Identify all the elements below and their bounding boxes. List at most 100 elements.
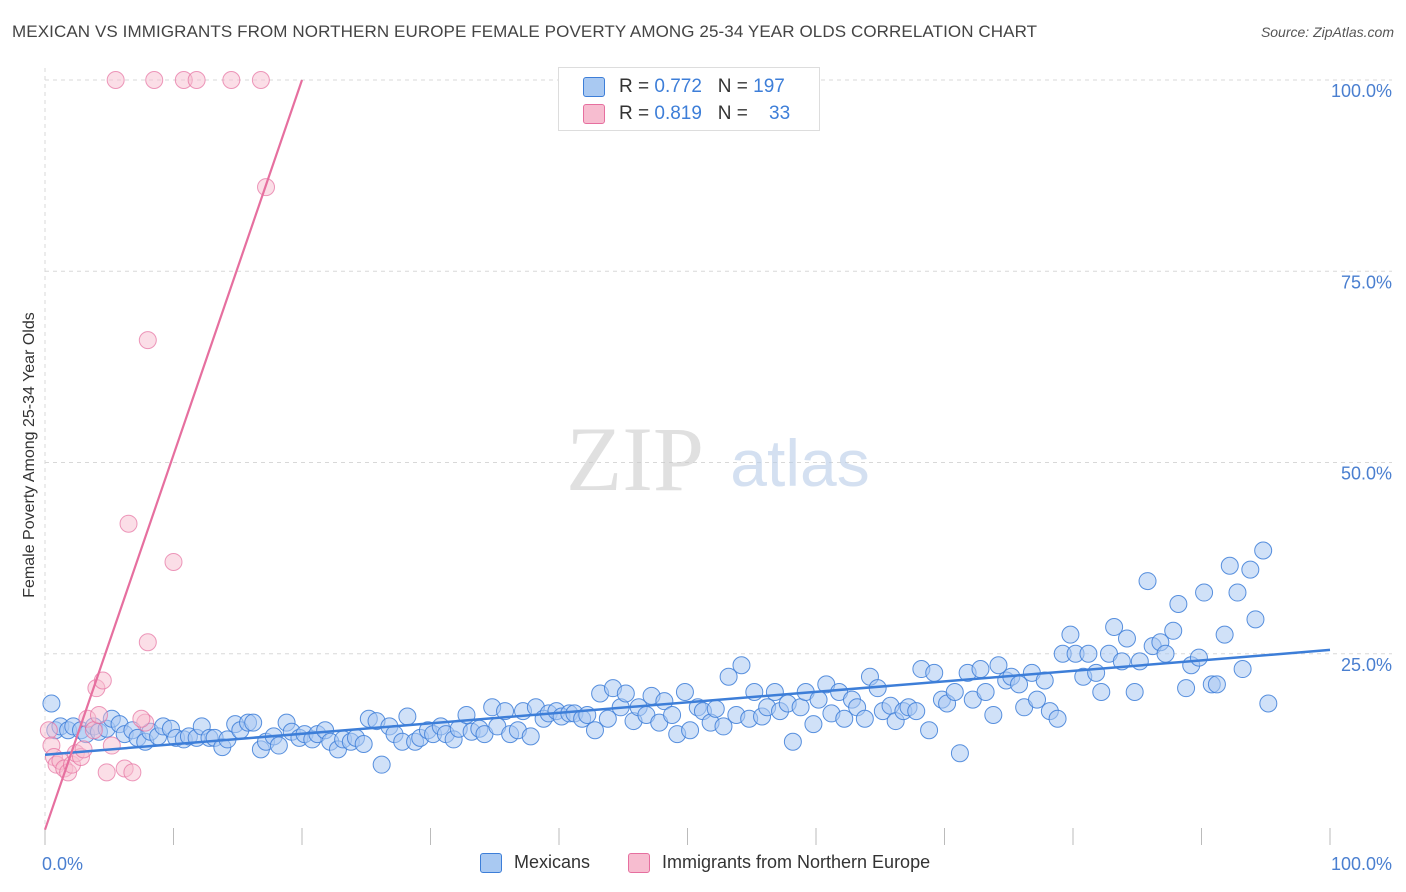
legend-n-label: N = xyxy=(717,76,748,97)
legend-r-label: R = xyxy=(619,103,650,124)
x-tick-label: 100.0% xyxy=(1331,854,1392,874)
y-tick-label: 50.0% xyxy=(1341,464,1392,484)
tick-labels: 25.0% 50.0% 75.0% 100.0% 0.0% 100.0% xyxy=(42,81,1392,874)
data-point-mexicans xyxy=(1061,625,1080,644)
legend-n-label: N = xyxy=(717,103,748,124)
watermark-atlas: atlas xyxy=(730,426,869,500)
data-point-immigrants xyxy=(145,71,164,89)
data-point-mexicans xyxy=(1048,709,1067,728)
data-point-immigrants xyxy=(123,763,142,782)
data-point-mexicans xyxy=(809,690,828,709)
watermark-zip: ZIP xyxy=(566,408,704,510)
legend-label-mexicans: Mexicans xyxy=(514,852,591,872)
data-point-immigrants xyxy=(102,736,121,755)
data-point-mexicans xyxy=(1156,644,1175,663)
data-point-mexicans xyxy=(719,667,738,686)
y-tick-label: 100.0% xyxy=(1331,81,1392,101)
data-point-mexicans xyxy=(976,683,995,701)
data-point-mexicans xyxy=(496,702,515,721)
data-point-mexicans xyxy=(1241,560,1260,579)
data-point-mexicans xyxy=(598,709,617,728)
data-point-mexicans xyxy=(1105,617,1124,636)
data-point-mexicans xyxy=(663,705,682,724)
data-point-mexicans xyxy=(585,721,604,740)
data-point-mexicans xyxy=(1177,679,1196,698)
data-point-immigrants xyxy=(187,71,206,89)
data-point-mexicans xyxy=(1164,621,1183,640)
legend-swatch-blue xyxy=(583,77,605,97)
chart-title: MEXICAN VS IMMIGRANTS FROM NORTHERN EURO… xyxy=(12,22,1038,41)
data-point-mexicans xyxy=(1233,660,1252,679)
data-point-mexicans xyxy=(1079,644,1098,663)
series-immigrants xyxy=(39,71,276,782)
legend-r-label: R = xyxy=(619,76,650,97)
data-point-mexicans xyxy=(791,698,810,717)
data-point-mexicans xyxy=(1189,648,1208,667)
data-point-immigrants xyxy=(89,705,108,724)
data-point-mexicans xyxy=(971,660,990,679)
data-point-immigrants xyxy=(84,721,103,740)
data-point-mexicans xyxy=(950,744,969,763)
legend-row-mexicans: R = 0.772 N = 197 xyxy=(583,75,785,99)
data-point-immigrants xyxy=(39,721,58,740)
watermark: ZIP atlas xyxy=(566,408,870,510)
data-point-mexicans xyxy=(835,709,854,728)
data-point-mexicans xyxy=(1215,625,1234,644)
data-point-immigrants xyxy=(164,552,183,571)
data-point-mexicans xyxy=(1246,610,1265,629)
data-point-mexicans xyxy=(1028,690,1047,709)
data-point-mexicans xyxy=(920,721,939,740)
data-point-mexicans xyxy=(984,705,1003,724)
legend-item-immigrants: Immigrants from Northern Europe xyxy=(628,852,930,873)
legend-r-value: 0.772 xyxy=(654,76,702,97)
data-point-immigrants xyxy=(132,709,151,728)
legend-n-value: 197 xyxy=(753,76,785,97)
data-point-mexicans xyxy=(855,709,874,728)
data-point-immigrants xyxy=(74,740,93,759)
data-point-mexicans xyxy=(706,699,725,718)
data-point-mexicans xyxy=(925,663,944,682)
data-point-mexicans xyxy=(907,702,926,721)
data-point-mexicans xyxy=(1195,583,1214,602)
legend-swatch-immigrants xyxy=(628,852,650,873)
data-point-immigrants xyxy=(222,71,241,89)
legend-label-immigrants: Immigrants from Northern Europe xyxy=(662,852,931,872)
legend-item-mexicans: Mexicans xyxy=(480,852,590,873)
data-point-immigrants xyxy=(138,633,157,652)
data-point-mexicans xyxy=(804,715,823,734)
data-point-mexicans xyxy=(1087,663,1106,682)
x-tick-label: 0.0% xyxy=(42,854,83,874)
y-axis-label: Female Poverty Among 25-34 Year Olds xyxy=(21,312,38,598)
axes xyxy=(44,828,1331,845)
data-point-mexicans xyxy=(244,713,263,732)
stats-legend: R = 0.772 N = 197 R = 0.819 N = 33 xyxy=(558,67,820,131)
data-point-mexicans xyxy=(681,721,700,740)
data-point-mexicans xyxy=(616,684,635,703)
source-label: Source: ZipAtlas.com xyxy=(1260,24,1394,40)
data-point-immigrants xyxy=(97,763,116,782)
data-point-mexicans xyxy=(945,683,964,701)
y-tick-label: 25.0% xyxy=(1341,655,1392,675)
data-point-mexicans xyxy=(521,727,540,746)
data-point-mexicans xyxy=(1169,595,1188,614)
trendline-mexicans xyxy=(44,648,1331,756)
trend-lines xyxy=(43,79,1331,831)
data-point-mexicans xyxy=(1207,675,1226,694)
data-point-mexicans xyxy=(783,732,802,751)
data-point-mexicans xyxy=(989,656,1008,675)
y-tick-label: 75.0% xyxy=(1341,272,1392,292)
data-point-mexicans xyxy=(398,707,417,726)
data-point-immigrants xyxy=(106,71,125,89)
data-point-mexicans xyxy=(1130,652,1149,671)
legend-r-value: 0.819 xyxy=(654,103,702,124)
trendline-immigrants xyxy=(43,79,304,831)
data-point-mexicans xyxy=(354,735,373,754)
legend-row-immigrants: R = 0.819 N = 33 xyxy=(583,102,790,126)
data-point-mexicans xyxy=(1125,683,1144,701)
data-point-mexicans xyxy=(732,656,751,675)
data-point-mexicans xyxy=(675,683,694,701)
data-point-immigrants xyxy=(119,514,138,533)
data-point-immigrants xyxy=(138,331,157,350)
legend-swatch-pink xyxy=(583,104,605,124)
